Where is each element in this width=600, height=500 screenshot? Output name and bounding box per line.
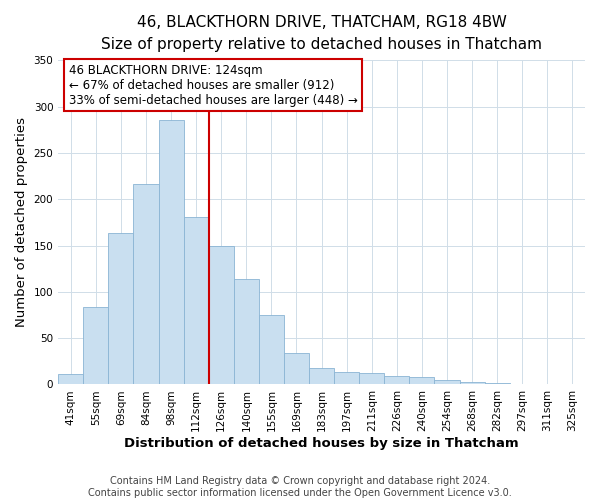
X-axis label: Distribution of detached houses by size in Thatcham: Distribution of detached houses by size … [124,437,519,450]
Bar [460,382,485,384]
Bar [83,306,109,384]
Bar [209,246,234,384]
Bar [409,377,434,384]
Title: 46, BLACKTHORN DRIVE, THATCHAM, RG18 4BW
Size of property relative to detached h: 46, BLACKTHORN DRIVE, THATCHAM, RG18 4BW… [101,15,542,52]
Bar [158,120,184,384]
Text: Contains HM Land Registry data © Crown copyright and database right 2024.
Contai: Contains HM Land Registry data © Crown c… [88,476,512,498]
Y-axis label: Number of detached properties: Number of detached properties [15,118,28,328]
Bar [284,353,309,384]
Bar [434,380,460,384]
Bar [334,372,359,384]
Text: 46 BLACKTHORN DRIVE: 124sqm
← 67% of detached houses are smaller (912)
33% of se: 46 BLACKTHORN DRIVE: 124sqm ← 67% of det… [69,64,358,106]
Bar [359,374,385,384]
Bar [234,279,259,384]
Bar [184,217,209,384]
Bar [133,184,158,384]
Bar [309,368,334,384]
Bar [385,376,409,384]
Bar [109,234,133,384]
Bar [259,315,284,384]
Bar [485,382,510,384]
Bar [58,374,83,384]
